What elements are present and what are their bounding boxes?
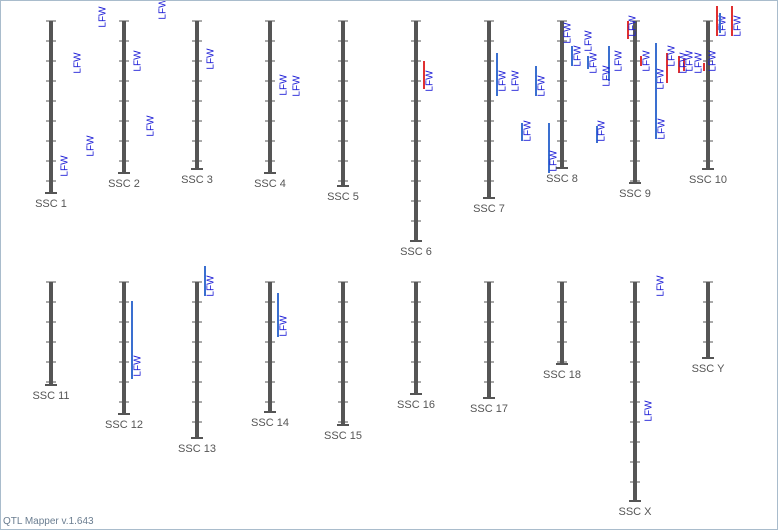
qtl-label: LFW bbox=[718, 15, 729, 37]
chromosome-label: SSC 9 bbox=[619, 188, 651, 200]
chromosome-label: SSC 7 bbox=[473, 203, 505, 215]
qtl-label: LFW bbox=[656, 68, 667, 90]
chromosome-label: SSC 10 bbox=[689, 174, 727, 186]
chromosome-label: SSC 18 bbox=[543, 369, 581, 381]
qtl-label: LFW bbox=[573, 45, 584, 67]
qtl-label: LFW bbox=[644, 400, 655, 422]
chromosome-label: SSC 14 bbox=[251, 417, 289, 429]
chromosome bbox=[633, 282, 637, 501]
qtl-label: LFW bbox=[584, 30, 595, 52]
chromosome bbox=[268, 282, 272, 412]
qtl-label: LFW bbox=[206, 48, 217, 70]
qtl-label: LFW bbox=[733, 15, 744, 37]
chromosome bbox=[49, 282, 53, 385]
chromosome-label: SSC Y bbox=[692, 363, 725, 375]
chromosome bbox=[195, 282, 199, 438]
chromosome-label: SSC 2 bbox=[108, 178, 140, 190]
qtl-label: LFW bbox=[656, 275, 667, 297]
chromosome bbox=[414, 21, 418, 241]
qtl-label: LFW bbox=[60, 155, 71, 177]
chromosome-label: SSC 8 bbox=[546, 173, 578, 185]
chromosome-label: SSC X bbox=[618, 506, 652, 518]
qtl-label: LFW bbox=[158, 1, 169, 20]
qtl-label: LFW bbox=[563, 22, 574, 44]
qtl-label: LFW bbox=[602, 65, 613, 87]
qtl-label: LFW bbox=[628, 15, 639, 37]
chromosome-label: SSC 17 bbox=[470, 403, 508, 415]
qtl-label: LFW bbox=[679, 52, 690, 74]
chromosome bbox=[706, 21, 710, 169]
qtl-label: LFW bbox=[98, 6, 109, 28]
chromosome-label: SSC 11 bbox=[32, 390, 69, 402]
chromosome bbox=[341, 282, 345, 425]
qtl-label: LFW bbox=[86, 135, 97, 157]
chromosome bbox=[341, 21, 345, 186]
chromosome-label: SSC 12 bbox=[105, 419, 143, 431]
chromosome-label: SSC 1 bbox=[35, 198, 67, 210]
qtl-label: LFW bbox=[133, 355, 144, 377]
qtl-label: LFW bbox=[279, 74, 290, 96]
chromosome bbox=[487, 21, 491, 198]
chromosome bbox=[560, 282, 564, 364]
qtl-label: LFW bbox=[425, 70, 436, 92]
qtl-label: LFW bbox=[133, 50, 144, 72]
qtl-label: LFW bbox=[642, 50, 653, 72]
chromosome-label: SSC 6 bbox=[400, 246, 432, 258]
qtl-label: LFW bbox=[667, 45, 678, 67]
qtl-label: LFW bbox=[549, 150, 560, 172]
qtl-label: LFW bbox=[708, 50, 719, 72]
chromosome bbox=[706, 282, 710, 358]
chromosome-label: SSC 13 bbox=[178, 443, 216, 455]
footer: QTL Mapper v.1.643 bbox=[3, 516, 94, 527]
qtl-label: LFW bbox=[597, 120, 608, 142]
chromosome-label: SSC 16 bbox=[397, 399, 435, 411]
qtl-label: LFW bbox=[146, 115, 157, 137]
qtl-label: LFW bbox=[657, 118, 668, 140]
chromosome bbox=[49, 21, 53, 193]
chromosome-label: SSC 5 bbox=[327, 191, 359, 203]
qtl-label: LFW bbox=[279, 315, 290, 337]
qtl-label: LFW bbox=[511, 70, 522, 92]
qtl-label: LFW bbox=[685, 50, 696, 72]
chromosome-label: SSC 15 bbox=[324, 430, 362, 442]
chromosome bbox=[560, 21, 564, 168]
qtl-label: LFW bbox=[292, 75, 303, 97]
chromosome bbox=[122, 21, 126, 173]
qtl-label: LFW bbox=[614, 50, 625, 72]
qtl-label: LFW bbox=[589, 52, 600, 74]
chromosome-label: SSC 4 bbox=[254, 178, 286, 190]
chromosome-label: SSC 3 bbox=[181, 174, 213, 186]
qtl-label: LFW bbox=[73, 52, 84, 74]
chromosome bbox=[268, 21, 272, 173]
chromosome bbox=[414, 282, 418, 394]
qtl-label: LFW bbox=[523, 120, 534, 142]
chromosome bbox=[633, 21, 637, 183]
chromosome bbox=[195, 21, 199, 169]
qtl-label: LFW bbox=[498, 70, 509, 92]
chromosome bbox=[487, 282, 491, 398]
qtl-label: LFW bbox=[694, 52, 705, 74]
chromosome bbox=[122, 282, 126, 414]
qtl-label: LFW bbox=[537, 75, 548, 97]
qtl-label: LFW bbox=[206, 275, 217, 297]
